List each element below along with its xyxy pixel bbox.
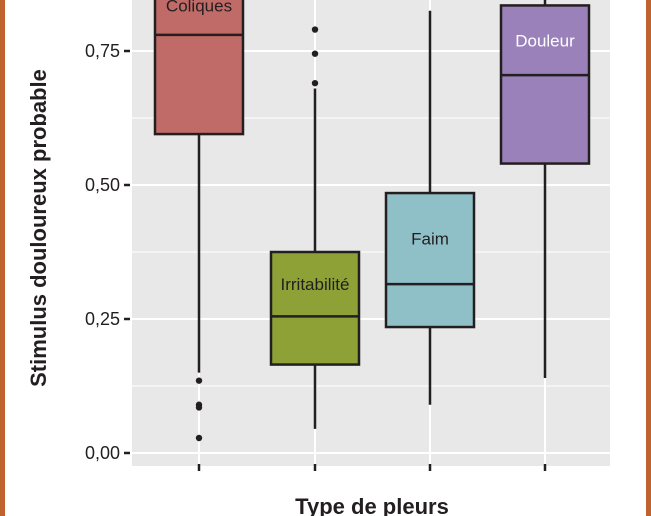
box (499, 4, 591, 165)
y-tick-label: 0,25 (85, 309, 120, 329)
left-border (0, 0, 5, 516)
box-label: Faim (411, 230, 449, 249)
y-tick-label: 0,50 (85, 175, 120, 195)
y-axis-title: Stimulus douloureux probable (26, 69, 51, 387)
box-label: Douleur (515, 31, 575, 50)
box-label: Irritabilité (281, 275, 350, 294)
box (384, 191, 476, 329)
y-tick-label: 0,75 (85, 41, 120, 61)
outlier-point (195, 434, 203, 442)
right-border (646, 0, 651, 516)
outlier-point (311, 26, 319, 33)
outlier-point (311, 50, 319, 57)
y-tick-label: 0,00 (85, 443, 120, 463)
box (153, 0, 245, 136)
box-label: Coliques (166, 0, 232, 15)
outlier-point (195, 404, 203, 411)
outlier-point (311, 79, 319, 87)
outlier-point (195, 377, 203, 384)
box (269, 250, 361, 366)
x-axis-title: Type de pleurs (295, 494, 449, 516)
